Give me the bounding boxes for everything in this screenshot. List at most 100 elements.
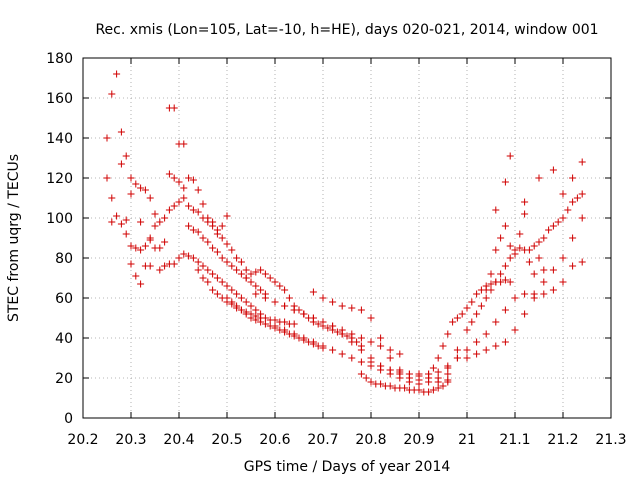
- data-point: [429, 386, 437, 394]
- data-point: [473, 310, 481, 318]
- data-point: [324, 324, 332, 332]
- data-point: [218, 222, 226, 230]
- data-point: [425, 388, 433, 396]
- data-point: [165, 206, 173, 214]
- data-point: [194, 266, 202, 274]
- data-point: [170, 174, 178, 182]
- data-point: [204, 238, 212, 246]
- data-point: [492, 342, 500, 350]
- data-point: [223, 294, 231, 302]
- data-point: [535, 254, 543, 262]
- data-point: [396, 350, 404, 358]
- data-point: [252, 282, 260, 290]
- data-point: [506, 242, 514, 250]
- data-point: [329, 298, 337, 306]
- data-point: [141, 262, 149, 270]
- data-point: [511, 326, 519, 334]
- data-point: [247, 278, 255, 286]
- data-point: [271, 298, 279, 306]
- data-point: [271, 322, 279, 330]
- data-point: [453, 346, 461, 354]
- data-point: [501, 178, 509, 186]
- data-point: [261, 294, 269, 302]
- data-point: [559, 214, 567, 222]
- data-point: [257, 318, 265, 326]
- data-point: [247, 302, 255, 310]
- data-point: [300, 310, 308, 318]
- data-point: [170, 104, 178, 112]
- data-point: [228, 246, 236, 254]
- data-point: [199, 200, 207, 208]
- x-tick-label: 20.9: [403, 432, 434, 448]
- chart-title: Rec. xmis (Lon=105, Lat=-10, h=HE), days…: [95, 22, 598, 38]
- data-point: [209, 244, 217, 252]
- data-point: [233, 290, 241, 298]
- data-point: [271, 278, 279, 286]
- data-point: [511, 294, 519, 302]
- data-point: [482, 330, 490, 338]
- data-point: [386, 382, 394, 390]
- data-point: [357, 370, 365, 378]
- data-point: [204, 278, 212, 286]
- data-point: [151, 210, 159, 218]
- data-point: [554, 218, 562, 226]
- data-point: [156, 266, 164, 274]
- x-tick-label: 20.2: [67, 432, 98, 448]
- x-tick-label: 20.7: [307, 432, 338, 448]
- data-point: [559, 254, 567, 262]
- data-point: [204, 218, 212, 226]
- data-point: [237, 258, 245, 266]
- data-point: [468, 298, 476, 306]
- data-point: [161, 214, 169, 222]
- data-point: [348, 354, 356, 362]
- data-point: [535, 174, 543, 182]
- data-point: [233, 302, 241, 310]
- data-point: [439, 382, 447, 390]
- data-point: [549, 266, 557, 274]
- data-point: [559, 190, 567, 198]
- data-point: [108, 194, 116, 202]
- x-axis-label: GPS time / Days of year 2014: [244, 459, 451, 475]
- data-point: [137, 246, 145, 254]
- data-point: [521, 290, 529, 298]
- data-point: [578, 190, 586, 198]
- data-point: [309, 338, 317, 346]
- data-point: [175, 254, 183, 262]
- data-point: [329, 346, 337, 354]
- data-point: [362, 374, 370, 382]
- data-point: [175, 178, 183, 186]
- data-point: [213, 230, 221, 238]
- data-point: [525, 258, 533, 266]
- data-point: [458, 310, 466, 318]
- data-point: [501, 276, 509, 284]
- data-point: [540, 278, 548, 286]
- data-point: [492, 318, 500, 326]
- data-point: [506, 152, 514, 160]
- data-point: [151, 222, 159, 230]
- data-point: [122, 216, 130, 224]
- data-point: [189, 226, 197, 234]
- data-point: [127, 174, 135, 182]
- x-tick-label: 20.4: [163, 432, 194, 448]
- data-point: [569, 198, 577, 206]
- data-point: [482, 294, 490, 302]
- data-point: [141, 186, 149, 194]
- data-point: [213, 290, 221, 298]
- data-point: [530, 294, 538, 302]
- data-point: [482, 346, 490, 354]
- data-point: [252, 290, 260, 298]
- data-point: [463, 326, 471, 334]
- data-point: [137, 218, 145, 226]
- data-point: [199, 274, 207, 282]
- data-point: [540, 290, 548, 298]
- data-point: [127, 260, 135, 268]
- x-tick-label: 20.5: [211, 432, 242, 448]
- data-point: [434, 384, 442, 392]
- data-point: [247, 270, 255, 278]
- data-point: [415, 370, 423, 378]
- data-point: [103, 174, 111, 182]
- y-tick-label: 140: [46, 131, 73, 147]
- data-point: [137, 280, 145, 288]
- data-point: [357, 358, 365, 366]
- data-point: [367, 378, 375, 386]
